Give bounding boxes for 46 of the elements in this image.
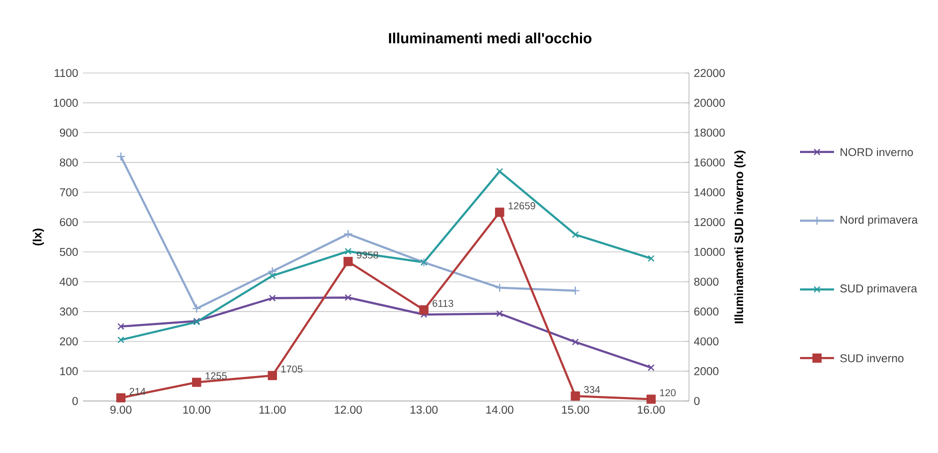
data-label: 334 [584, 386, 600, 394]
y2-tick-label: 0 [694, 396, 700, 406]
data-label: 12659 [508, 202, 536, 210]
chart-title: Illuminamenti medi all'occhio [389, 32, 592, 44]
legend-label: Nord primavera [840, 215, 918, 226]
legend-label: SUD inverno [840, 354, 904, 362]
y-tick-label: 800 [60, 158, 78, 166]
data-label: 120 [660, 389, 676, 396]
y-tick-label: 1100 [54, 68, 78, 77]
y2-tick-label: 8000 [694, 278, 718, 286]
y2-tick-label: 4000 [694, 337, 718, 346]
y2-tick-label: 18000 [694, 128, 725, 137]
y-tick-label: 700 [60, 188, 78, 196]
x-tick-label: 16.00 [638, 406, 665, 414]
y-tick-label: 300 [60, 308, 78, 316]
y2-tick-label: 16000 [694, 158, 725, 166]
y-tick-label: 600 [60, 218, 78, 226]
x-tick-label: 13.00 [410, 406, 438, 414]
y-tick-label: 1000 [54, 98, 78, 107]
legend-label: NORD inverno [840, 148, 913, 156]
data-label: 214 [130, 388, 146, 395]
y-tick-label: 400 [60, 278, 78, 286]
y2-tick-label: 22000 [694, 68, 725, 77]
x-tick-label: 9.00 [110, 406, 132, 414]
y-tick-label: 900 [60, 128, 78, 137]
data-label: 1255 [206, 372, 227, 380]
y-tick-label: 200 [60, 337, 78, 346]
y2-tick-label: 14000 [694, 188, 725, 196]
y-tick-label: 100 [60, 367, 78, 376]
y2-tick-label: 20000 [694, 98, 725, 107]
x-tick-label: 10.00 [183, 406, 210, 414]
y2-tick-label: 10000 [694, 248, 725, 256]
y-tick-label: 500 [60, 248, 78, 256]
legend-label: SUD primavera [840, 284, 918, 295]
y2-tick-label: 12000 [694, 218, 725, 226]
x-tick-label: 12.00 [334, 406, 362, 414]
y2-tick-label: 6000 [694, 308, 718, 316]
y-tick-label: 0 [72, 396, 78, 406]
x-tick-label: 15.00 [562, 406, 590, 414]
data-label: 1705 [281, 366, 302, 373]
y2-axis-title: Illuminamenti SUD inverno (lx) [734, 150, 746, 324]
x-tick-label: 11.00 [259, 406, 286, 414]
y-axis-title: (lx) [32, 228, 44, 246]
data-label: 6113 [432, 300, 454, 307]
y2-tick-label: 2000 [694, 367, 718, 376]
x-tick-label: 14.00 [486, 406, 514, 414]
